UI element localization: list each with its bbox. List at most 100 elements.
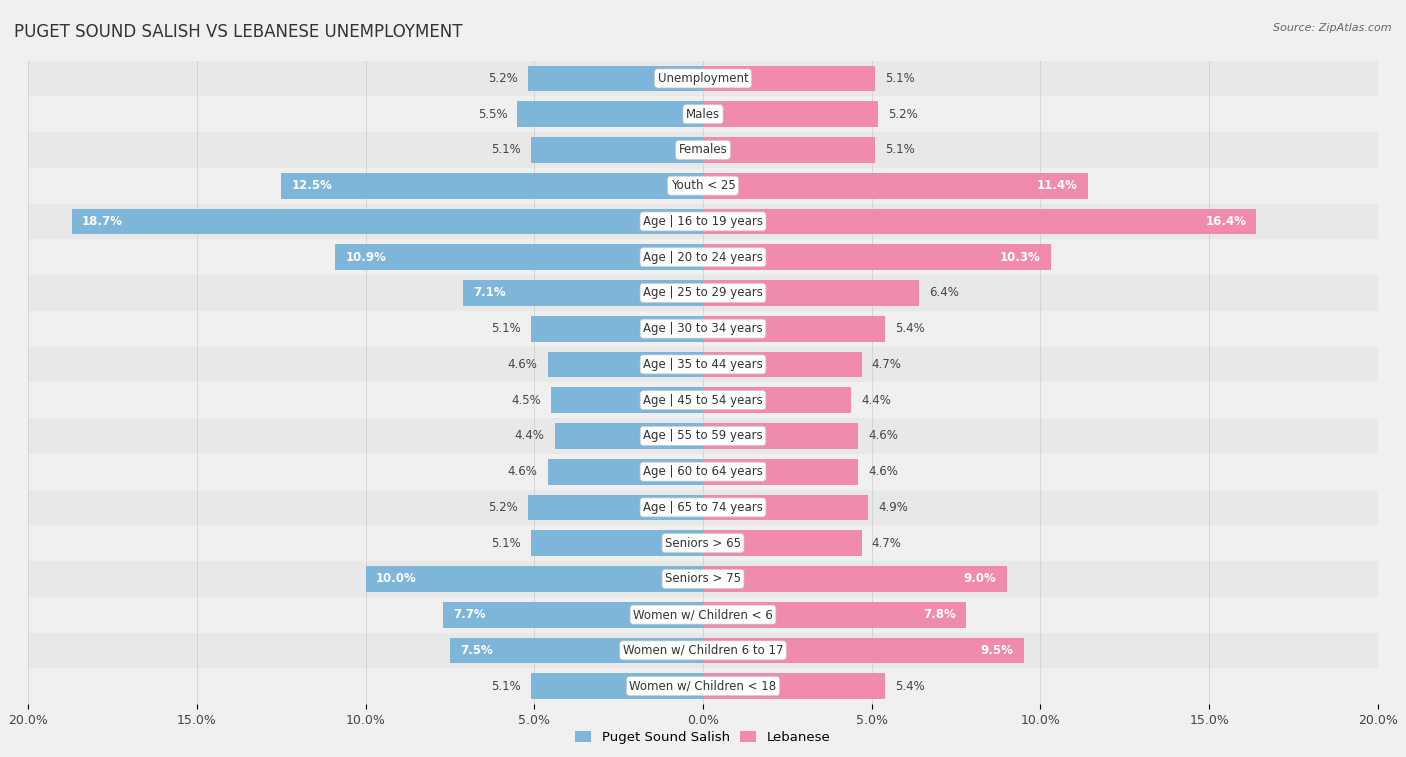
- Bar: [335, 245, 703, 270]
- Bar: [28, 311, 1378, 347]
- Bar: [527, 494, 703, 520]
- Text: 5.2%: 5.2%: [889, 107, 918, 120]
- Text: 4.7%: 4.7%: [872, 358, 901, 371]
- Text: Males: Males: [686, 107, 720, 120]
- Bar: [28, 382, 1378, 418]
- Text: PUGET SOUND SALISH VS LEBANESE UNEMPLOYMENT: PUGET SOUND SALISH VS LEBANESE UNEMPLOYM…: [14, 23, 463, 41]
- Bar: [703, 459, 858, 484]
- Bar: [703, 637, 1024, 663]
- Bar: [703, 673, 886, 699]
- Legend: Puget Sound Salish, Lebanese: Puget Sound Salish, Lebanese: [569, 725, 837, 749]
- Text: Women w/ Children < 6: Women w/ Children < 6: [633, 608, 773, 621]
- Bar: [28, 561, 1378, 597]
- Text: 7.5%: 7.5%: [460, 644, 492, 657]
- Bar: [450, 637, 703, 663]
- Bar: [703, 602, 966, 628]
- Bar: [443, 602, 703, 628]
- Text: Women w/ Children 6 to 17: Women w/ Children 6 to 17: [623, 644, 783, 657]
- Bar: [703, 494, 869, 520]
- Bar: [28, 418, 1378, 453]
- Text: 10.9%: 10.9%: [346, 251, 387, 263]
- Bar: [527, 66, 703, 92]
- Text: 5.1%: 5.1%: [491, 143, 520, 157]
- Text: Seniors > 65: Seniors > 65: [665, 537, 741, 550]
- Text: 6.4%: 6.4%: [929, 286, 959, 300]
- Text: Age | 65 to 74 years: Age | 65 to 74 years: [643, 501, 763, 514]
- Bar: [281, 173, 703, 198]
- Bar: [28, 168, 1378, 204]
- Text: 7.8%: 7.8%: [924, 608, 956, 621]
- Bar: [517, 101, 703, 127]
- Text: 5.4%: 5.4%: [896, 322, 925, 335]
- Bar: [531, 531, 703, 556]
- Bar: [28, 453, 1378, 490]
- Text: 5.2%: 5.2%: [488, 501, 517, 514]
- Text: 5.1%: 5.1%: [886, 72, 915, 85]
- Bar: [28, 597, 1378, 633]
- Text: 4.9%: 4.9%: [879, 501, 908, 514]
- Bar: [531, 673, 703, 699]
- Text: 18.7%: 18.7%: [82, 215, 122, 228]
- Bar: [531, 137, 703, 163]
- Text: Age | 55 to 59 years: Age | 55 to 59 years: [643, 429, 763, 442]
- Bar: [703, 173, 1088, 198]
- Text: Age | 35 to 44 years: Age | 35 to 44 years: [643, 358, 763, 371]
- Bar: [703, 351, 862, 377]
- Bar: [703, 566, 1007, 592]
- Text: 4.4%: 4.4%: [862, 394, 891, 407]
- Bar: [28, 96, 1378, 132]
- Text: Youth < 25: Youth < 25: [671, 179, 735, 192]
- Text: 5.2%: 5.2%: [488, 72, 517, 85]
- Text: Age | 16 to 19 years: Age | 16 to 19 years: [643, 215, 763, 228]
- Bar: [531, 316, 703, 341]
- Bar: [28, 61, 1378, 96]
- Text: 12.5%: 12.5%: [291, 179, 332, 192]
- Text: Women w/ Children < 18: Women w/ Children < 18: [630, 680, 776, 693]
- Text: 11.4%: 11.4%: [1036, 179, 1077, 192]
- Bar: [464, 280, 703, 306]
- Bar: [703, 316, 886, 341]
- Bar: [703, 531, 862, 556]
- Bar: [548, 351, 703, 377]
- Text: Source: ZipAtlas.com: Source: ZipAtlas.com: [1274, 23, 1392, 33]
- Text: Age | 25 to 29 years: Age | 25 to 29 years: [643, 286, 763, 300]
- Bar: [548, 459, 703, 484]
- Text: Age | 45 to 54 years: Age | 45 to 54 years: [643, 394, 763, 407]
- Text: Unemployment: Unemployment: [658, 72, 748, 85]
- Bar: [28, 668, 1378, 704]
- Text: 4.5%: 4.5%: [512, 394, 541, 407]
- Text: 5.1%: 5.1%: [491, 537, 520, 550]
- Text: 10.3%: 10.3%: [1000, 251, 1040, 263]
- Bar: [28, 204, 1378, 239]
- Text: 5.4%: 5.4%: [896, 680, 925, 693]
- Bar: [366, 566, 703, 592]
- Text: 4.6%: 4.6%: [869, 429, 898, 442]
- Text: Females: Females: [679, 143, 727, 157]
- Bar: [28, 633, 1378, 668]
- Text: 4.6%: 4.6%: [508, 465, 537, 478]
- Text: 5.1%: 5.1%: [491, 680, 520, 693]
- Text: 7.7%: 7.7%: [453, 608, 486, 621]
- Bar: [703, 101, 879, 127]
- Bar: [703, 280, 920, 306]
- Text: Seniors > 75: Seniors > 75: [665, 572, 741, 585]
- Bar: [551, 388, 703, 413]
- Bar: [703, 423, 858, 449]
- Text: 4.7%: 4.7%: [872, 537, 901, 550]
- Text: 5.1%: 5.1%: [886, 143, 915, 157]
- Bar: [28, 239, 1378, 275]
- Text: 4.6%: 4.6%: [508, 358, 537, 371]
- Text: Age | 60 to 64 years: Age | 60 to 64 years: [643, 465, 763, 478]
- Text: 5.5%: 5.5%: [478, 107, 508, 120]
- Bar: [28, 132, 1378, 168]
- Bar: [703, 137, 875, 163]
- Text: Age | 20 to 24 years: Age | 20 to 24 years: [643, 251, 763, 263]
- Bar: [703, 245, 1050, 270]
- Bar: [554, 423, 703, 449]
- Bar: [703, 208, 1257, 235]
- Text: Age | 30 to 34 years: Age | 30 to 34 years: [643, 322, 763, 335]
- Text: 9.5%: 9.5%: [980, 644, 1014, 657]
- Bar: [703, 66, 875, 92]
- Bar: [28, 490, 1378, 525]
- Bar: [72, 208, 703, 235]
